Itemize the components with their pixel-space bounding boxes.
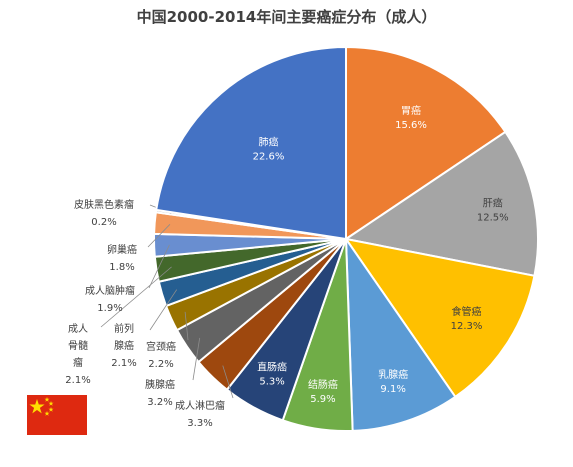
slice-label-value: 2.1%: [65, 375, 90, 386]
slice-label-value: 2.1%: [111, 358, 136, 369]
slice-label-value: 12.5%: [477, 212, 509, 223]
slice-label-name: 成人淋巴瘤: [175, 399, 225, 412]
slice-label-value: 12.3%: [451, 321, 483, 332]
slice-label-name: 肝癌: [483, 196, 503, 209]
pie-slice-0: [345, 45, 507, 241]
pie-slice-3: [344, 235, 457, 432]
slice-label-name: 成人: [68, 323, 88, 335]
slice-label-value: 15.6%: [395, 120, 427, 131]
slice-label-name: 胰腺癌: [145, 378, 175, 391]
slice-label-name: 直肠癌: [257, 361, 287, 374]
leader-line: [222, 365, 234, 399]
leader-line: [148, 244, 170, 289]
slice-label-name: 乳腺癌: [378, 368, 408, 381]
slice-label-name: 肺癌: [258, 136, 278, 149]
china-flag-icon: [27, 395, 87, 435]
slice-label-name: 卵巢癌: [107, 243, 137, 256]
pie-slice-2: [343, 237, 536, 399]
pie-slice-14: [155, 45, 347, 241]
slice-label-value: 0.2%: [91, 217, 116, 228]
slice-label-value: 9.1%: [380, 384, 405, 395]
leader-line: [147, 224, 171, 248]
slice-label-name: 前列: [114, 322, 134, 335]
slice-label-name: 皮肤黑色素瘤: [74, 198, 134, 211]
chart-title: 中国2000-2014年间主要癌症分布（成人）: [136, 8, 437, 26]
leader-line: [184, 311, 189, 341]
slice-label-name: 骨髓: [68, 339, 88, 352]
slice-label-name: 结肠癌: [308, 378, 338, 391]
slice-label-value: 3.2%: [147, 397, 172, 408]
slice-label-name: 腺癌: [114, 339, 134, 352]
slice-label-value: 1.9%: [97, 303, 122, 314]
leader-line: [192, 337, 201, 381]
slice-label-name: 瘤: [73, 356, 83, 369]
slice-label-value: 2.2%: [148, 359, 173, 370]
leader-line: [149, 289, 178, 331]
leader-line: [100, 266, 172, 328]
slice-label-value: 5.3%: [259, 377, 284, 388]
slice-label-name: 成人脑肿瘤: [85, 284, 135, 297]
slice-label-name: 宫颈癌: [146, 340, 176, 353]
slice-label-value: 1.8%: [109, 262, 134, 273]
pie-slice-1: [343, 130, 539, 278]
slice-label-name: 胃癌: [401, 104, 421, 117]
slice-label-value: 22.6%: [253, 152, 285, 163]
slice-label-value: 5.9%: [310, 394, 335, 405]
slice-label-name: 食管癌: [452, 305, 482, 318]
slice-label-value: 3.3%: [187, 418, 212, 429]
